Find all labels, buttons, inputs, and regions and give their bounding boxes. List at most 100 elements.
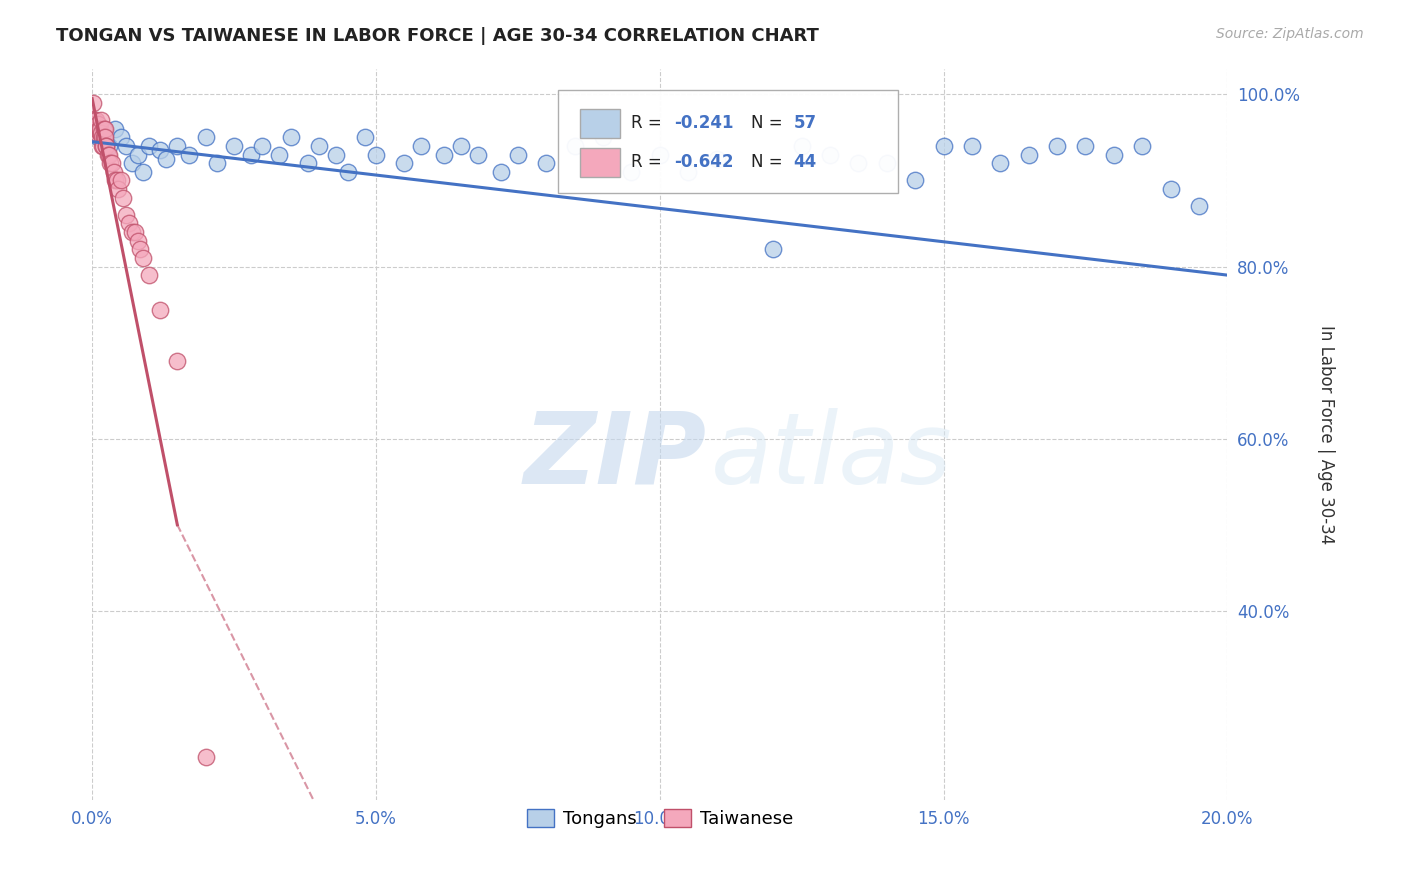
Text: atlas: atlas [711,408,952,505]
Point [205,156,228,170]
Point [94,139,117,153]
Point [308,139,330,153]
Point [1188,199,1211,213]
Point [110,173,132,187]
Point [98,139,121,153]
Point [489,165,512,179]
Text: Source: ZipAtlas.com: Source: ZipAtlas.com [1216,27,1364,41]
Point [121,156,143,170]
Text: R =: R = [631,114,668,132]
Point [177,147,200,161]
Point [93,130,115,145]
Point [149,143,172,157]
Point [83,113,105,128]
Point [325,147,347,161]
Point [87,118,110,132]
Point [138,139,160,153]
Point [89,126,111,140]
Point [252,139,274,153]
FancyBboxPatch shape [581,147,620,177]
Point [620,165,643,179]
Point [90,130,112,145]
Point [280,130,302,145]
Point [1102,147,1125,161]
Point [91,139,114,153]
Point [790,139,813,153]
Point [86,121,108,136]
Point [90,126,112,140]
Point [98,156,121,170]
Point [93,121,115,136]
Point [93,121,115,136]
Point [149,302,172,317]
Text: -0.241: -0.241 [675,114,734,132]
Point [818,147,841,161]
Text: N =: N = [751,114,787,132]
Point [450,139,472,153]
Point [467,147,489,161]
Point [84,121,107,136]
Text: -0.642: -0.642 [675,153,734,171]
Point [904,173,927,187]
Point [115,208,138,222]
Point [564,139,586,153]
Point [127,234,149,248]
Point [394,156,416,170]
Point [94,130,117,145]
Point [138,268,160,282]
Legend: Tongans, Taiwanese: Tongans, Taiwanese [519,801,800,835]
Point [87,121,110,136]
Point [91,139,114,153]
Point [848,156,870,170]
Point [82,95,104,110]
Point [411,139,433,153]
Point [1130,139,1153,153]
Text: ZIP: ZIP [523,408,707,505]
Point [87,130,110,145]
Point [269,147,291,161]
Point [932,139,955,153]
Point [96,139,118,153]
Point [93,121,115,136]
FancyBboxPatch shape [581,109,620,138]
Point [103,165,125,179]
Point [101,156,124,170]
Point [127,147,149,161]
Point [111,191,134,205]
Point [118,217,141,231]
Text: 57: 57 [794,114,817,132]
Point [84,113,107,128]
Point [536,156,558,170]
Point [1046,139,1069,153]
Y-axis label: In Labor Force | Age 30-34: In Labor Force | Age 30-34 [1317,325,1334,544]
Point [194,750,217,764]
Point [86,126,108,140]
Text: 44: 44 [794,153,817,171]
Point [132,165,155,179]
Point [762,242,785,256]
Point [648,147,671,161]
Point [83,121,105,136]
Text: R =: R = [631,153,668,171]
Point [1074,139,1097,153]
Point [194,130,217,145]
Point [104,173,127,187]
Point [110,130,132,145]
Text: N =: N = [751,153,787,171]
Point [166,139,188,153]
Point [132,251,155,265]
Point [336,165,359,179]
Point [433,147,456,161]
Point [676,165,699,179]
Point [84,118,107,132]
Point [706,152,728,166]
Point [98,147,121,161]
Text: TONGAN VS TAIWANESE IN LABOR FORCE | AGE 30-34 CORRELATION CHART: TONGAN VS TAIWANESE IN LABOR FORCE | AGE… [56,27,820,45]
Point [240,147,263,161]
Point [960,139,983,153]
Point [166,354,188,368]
Point [90,113,112,128]
Point [1018,147,1040,161]
Point [107,182,129,196]
Point [124,225,146,239]
